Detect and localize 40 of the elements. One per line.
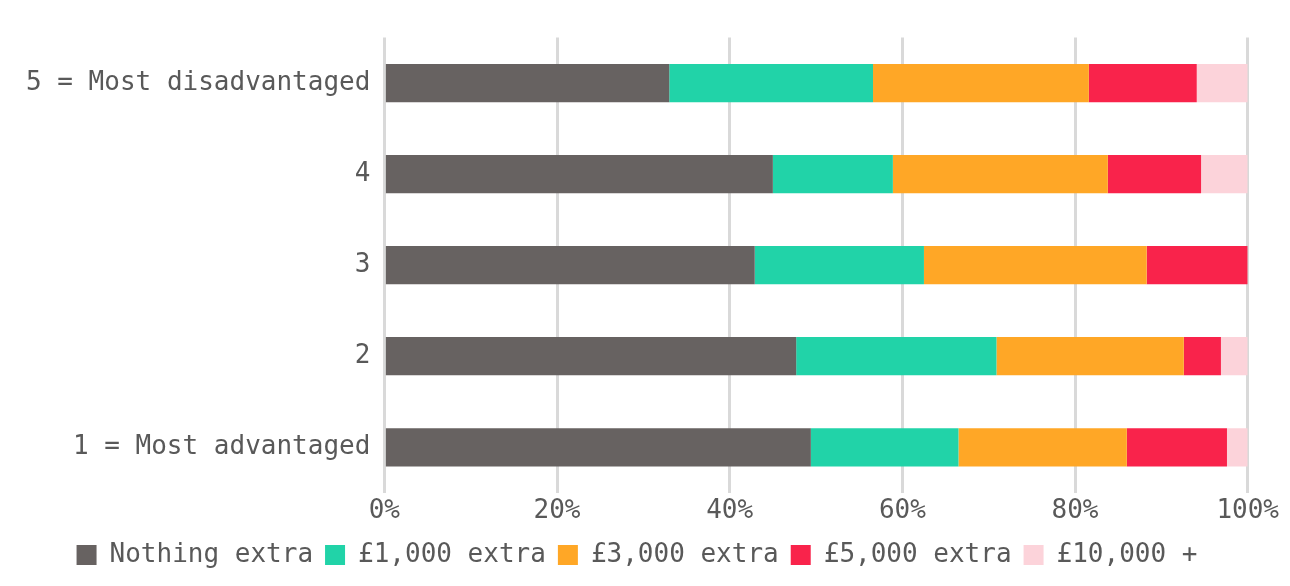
y-tick-label: 4 <box>354 156 371 187</box>
bar <box>958 428 1127 467</box>
y-tick-label: 5 = Most disadvantaged <box>26 65 371 96</box>
x-tick-label: 100% <box>1216 494 1280 525</box>
bar <box>385 64 670 103</box>
bar <box>772 155 893 194</box>
x-tick-label: 20% <box>533 494 581 525</box>
x-tick-label: 40% <box>706 494 754 525</box>
bar <box>923 246 1147 285</box>
bar <box>1220 337 1248 376</box>
bar <box>1196 64 1248 103</box>
y-tick-label: 2 <box>354 338 371 369</box>
bar <box>385 155 773 194</box>
bar <box>892 155 1108 194</box>
legend-label: £3,000 extra <box>590 537 779 568</box>
bar <box>1183 337 1221 376</box>
bar <box>1126 428 1227 467</box>
bar <box>754 246 924 285</box>
bar <box>996 337 1184 376</box>
bar <box>385 337 797 376</box>
bar <box>1088 64 1197 103</box>
bar <box>1107 155 1202 194</box>
bar <box>873 64 1089 103</box>
bar <box>1201 155 1248 194</box>
legend-label: Nothing extra <box>109 537 314 568</box>
bar <box>1146 246 1248 285</box>
y-tick-label: 1 = Most advantaged <box>72 430 371 461</box>
bar <box>810 428 959 467</box>
x-tick-label: 60% <box>878 494 927 525</box>
legend-label: £1,000 extra <box>358 537 546 568</box>
bar <box>385 428 811 467</box>
legend-label: £10,000 + <box>1056 537 1198 568</box>
bar <box>669 64 874 103</box>
bar <box>1226 428 1248 467</box>
bar <box>385 246 755 285</box>
x-tick-label: 80% <box>1051 494 1099 525</box>
bar <box>796 337 997 376</box>
y-tick-label: 3 <box>354 247 371 278</box>
x-tick-label: 0% <box>368 494 401 525</box>
legend-label: £5,000 extra <box>823 537 1012 568</box>
